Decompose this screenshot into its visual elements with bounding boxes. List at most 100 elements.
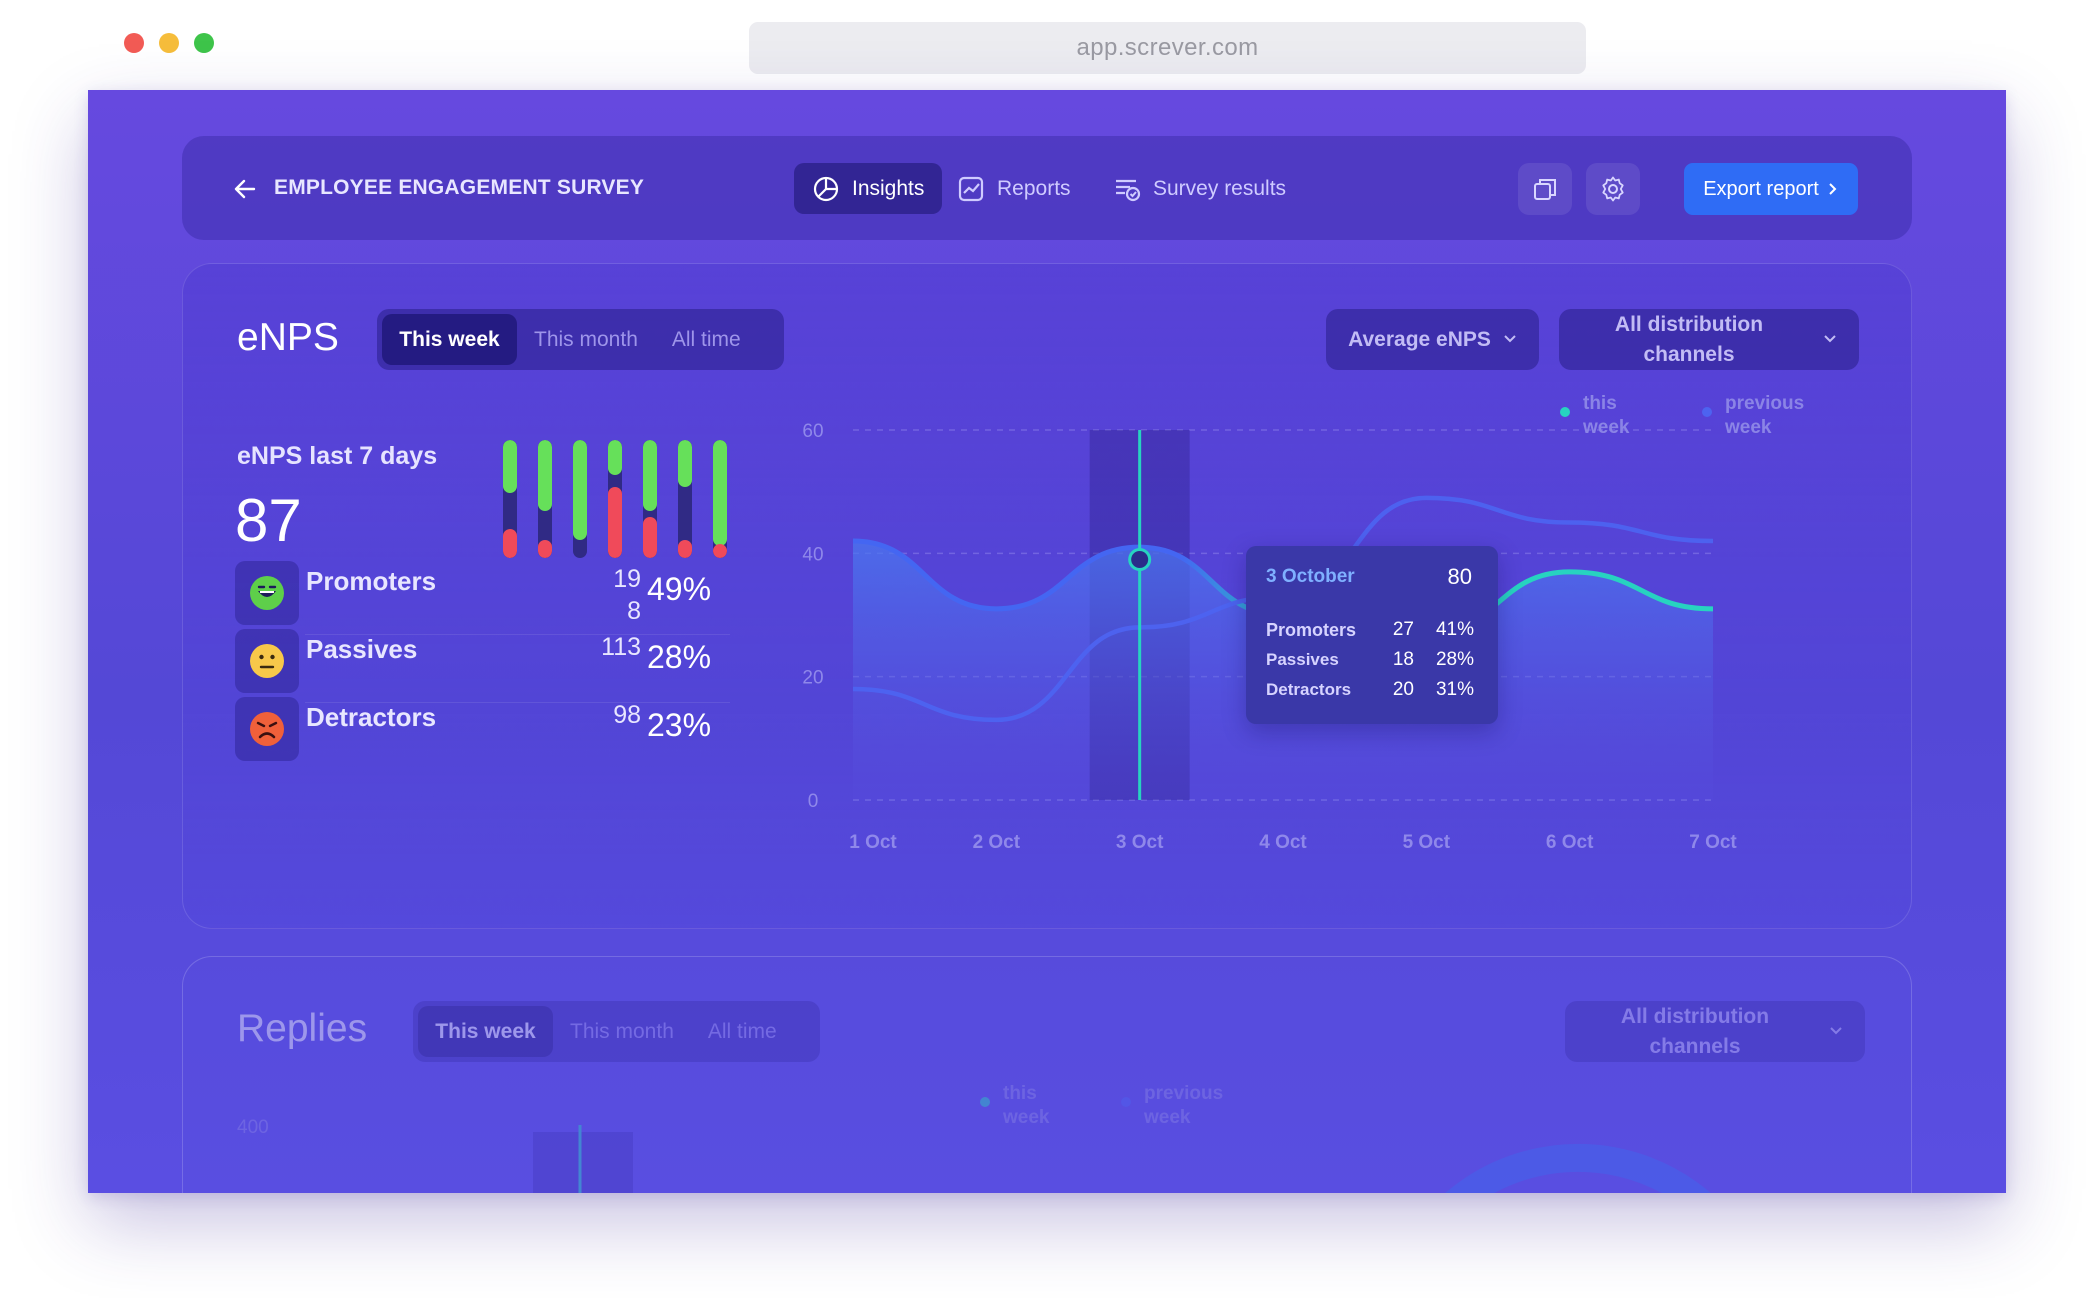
period-this-month[interactable]: This month [534, 327, 638, 351]
legend-dot [1560, 407, 1570, 417]
mini-bar-red [503, 528, 517, 558]
replies-faded-content: Replies This week This month All time Al… [183, 957, 1911, 1193]
mini-bar-chart [503, 440, 727, 558]
category-name: Promoters [306, 566, 437, 596]
legend-label: this week [1003, 1083, 1050, 1128]
row-divider [305, 634, 730, 635]
x-tick-label: 2 Oct [973, 832, 1021, 853]
mini-bar-red [608, 487, 622, 558]
mini-bar-red [643, 516, 657, 558]
mini-bar-green [643, 440, 657, 511]
mini-bar [643, 440, 657, 558]
legend-this-week: this week [1560, 392, 1653, 440]
mini-bar-green [713, 440, 727, 547]
legend-label: this week [1583, 393, 1630, 438]
enps-last7-label: eNPS last 7 days [237, 442, 438, 470]
category-percent: 28% [647, 639, 712, 675]
enps-category-row: Passives 113 28% [235, 619, 730, 703]
close-dot[interactable] [124, 33, 144, 53]
legend-label: previous week [1144, 1083, 1224, 1128]
enps-line-chart: 0 20 40 60 1 Oct 2 Oct 3 Oct 4 Oct 5 Oct 6 Oct 7 O… [802, 421, 1737, 853]
mini-bar-red [538, 540, 552, 558]
dropdown-label: Average eNPS [1348, 327, 1491, 351]
legend-previous-week: previous week [1702, 392, 1825, 440]
x-tick-label: 6 Oct [1546, 832, 1594, 853]
category-percent: 49% [647, 571, 712, 607]
chevron-down-icon [1824, 335, 1836, 343]
top-header: EMPLOYEE ENGAGEMENT SURVEY Insights Repo… [182, 136, 1912, 240]
mini-bar-green [573, 440, 587, 541]
zoom-dot[interactable] [194, 33, 214, 53]
mini-bar-red [713, 543, 727, 558]
legend-dot [1702, 407, 1712, 417]
tab-label: Reports [997, 176, 1071, 200]
smile-face-icon [250, 576, 284, 610]
tab-reports[interactable]: Reports [939, 163, 1089, 214]
replies-period-selector: This week This month All time [413, 1001, 820, 1062]
chevron-down-icon [1504, 335, 1516, 343]
replies-title: Replies [237, 1007, 368, 1050]
mini-bar [608, 440, 622, 558]
copy-icon [1534, 179, 1556, 200]
url-bar[interactable]: app.screver.com [749, 22, 1586, 74]
y-tick-label: 40 [802, 544, 823, 565]
replies-channels-dropdown[interactable]: All distribution channels [1565, 1001, 1865, 1062]
mini-bar-green [503, 440, 517, 494]
y-tick-label: 60 [802, 421, 823, 442]
enps-title: eNPS [237, 316, 339, 359]
list-check-icon [1116, 179, 1141, 201]
line-chart-icon [958, 176, 984, 201]
tooltip-label: Passives [1266, 650, 1339, 669]
enps-category-row: Detractors 98 23% [235, 687, 730, 771]
dropdown-label: All distribution channels [1620, 1004, 1770, 1058]
settings-button[interactable] [1586, 163, 1640, 215]
tooltip-pct: 31% [1435, 679, 1474, 700]
period-this-week[interactable]: This week [418, 1006, 553, 1057]
export-report-button[interactable]: Export report [1684, 163, 1858, 215]
export-label: Export report [1703, 177, 1819, 200]
tab-insights[interactable]: Insights [794, 163, 943, 214]
x-tick-label: 3 Oct [1116, 832, 1164, 853]
app-window: EMPLOYEE ENGAGEMENT SURVEY Insights Repo… [88, 90, 2006, 1193]
chart-tooltip: 3 October 80 Promoters 27 41% Passives 1… [1246, 546, 1498, 724]
x-tick-label: 5 Oct [1403, 832, 1451, 853]
tab-label: Survey results [1153, 176, 1287, 200]
replies-y-tick: 400 [237, 1117, 269, 1138]
average-enps-dropdown[interactable]: Average eNPS [1326, 309, 1539, 370]
emoji-badge [235, 697, 299, 761]
enps-period-selector: This week This month All time [377, 309, 784, 370]
x-tick-label: 4 Oct [1259, 832, 1307, 853]
mini-bar-green [678, 440, 692, 488]
mini-bar [538, 440, 552, 558]
replies-legend-previous-week: previous week [1121, 1082, 1244, 1130]
x-tick-label: 7 Oct [1689, 832, 1737, 853]
tab-survey-results[interactable]: Survey results [1095, 163, 1304, 214]
neutral-face-icon [250, 644, 284, 678]
pie-chart-icon [813, 176, 839, 201]
tooltip-label: Promoters [1266, 620, 1357, 640]
row-divider [305, 702, 730, 703]
period-all-time[interactable]: All time [707, 1019, 777, 1043]
legend-label: previous week [1725, 393, 1805, 438]
category-count: 198 [613, 565, 641, 625]
tooltip-count: 27 [1392, 619, 1414, 640]
tooltip-label: Detractors [1266, 680, 1352, 699]
tooltip-date: 3 October [1266, 566, 1355, 587]
mini-bar [713, 440, 727, 558]
copy-button[interactable] [1518, 163, 1572, 215]
mini-bar [678, 440, 692, 558]
minimize-dot[interactable] [159, 33, 179, 53]
tab-label: Insights [852, 176, 925, 200]
tooltip-value: 80 [1447, 564, 1472, 589]
enps-category-row: Promoters 198 49% [235, 551, 730, 635]
period-all-time[interactable]: All time [671, 327, 741, 351]
distribution-channels-dropdown[interactable]: All distribution channels [1559, 309, 1859, 370]
tooltip-count: 20 [1392, 679, 1414, 700]
period-this-month[interactable]: This month [570, 1019, 674, 1043]
arrow-left-icon[interactable] [232, 176, 258, 202]
replies-card: Replies This week This month All time Al… [182, 956, 1912, 1193]
window-controls [124, 33, 214, 53]
replies-legend-this-week: this week [980, 1082, 1073, 1130]
period-this-week[interactable]: This week [382, 314, 517, 365]
chevron-right-icon [1829, 183, 1837, 195]
